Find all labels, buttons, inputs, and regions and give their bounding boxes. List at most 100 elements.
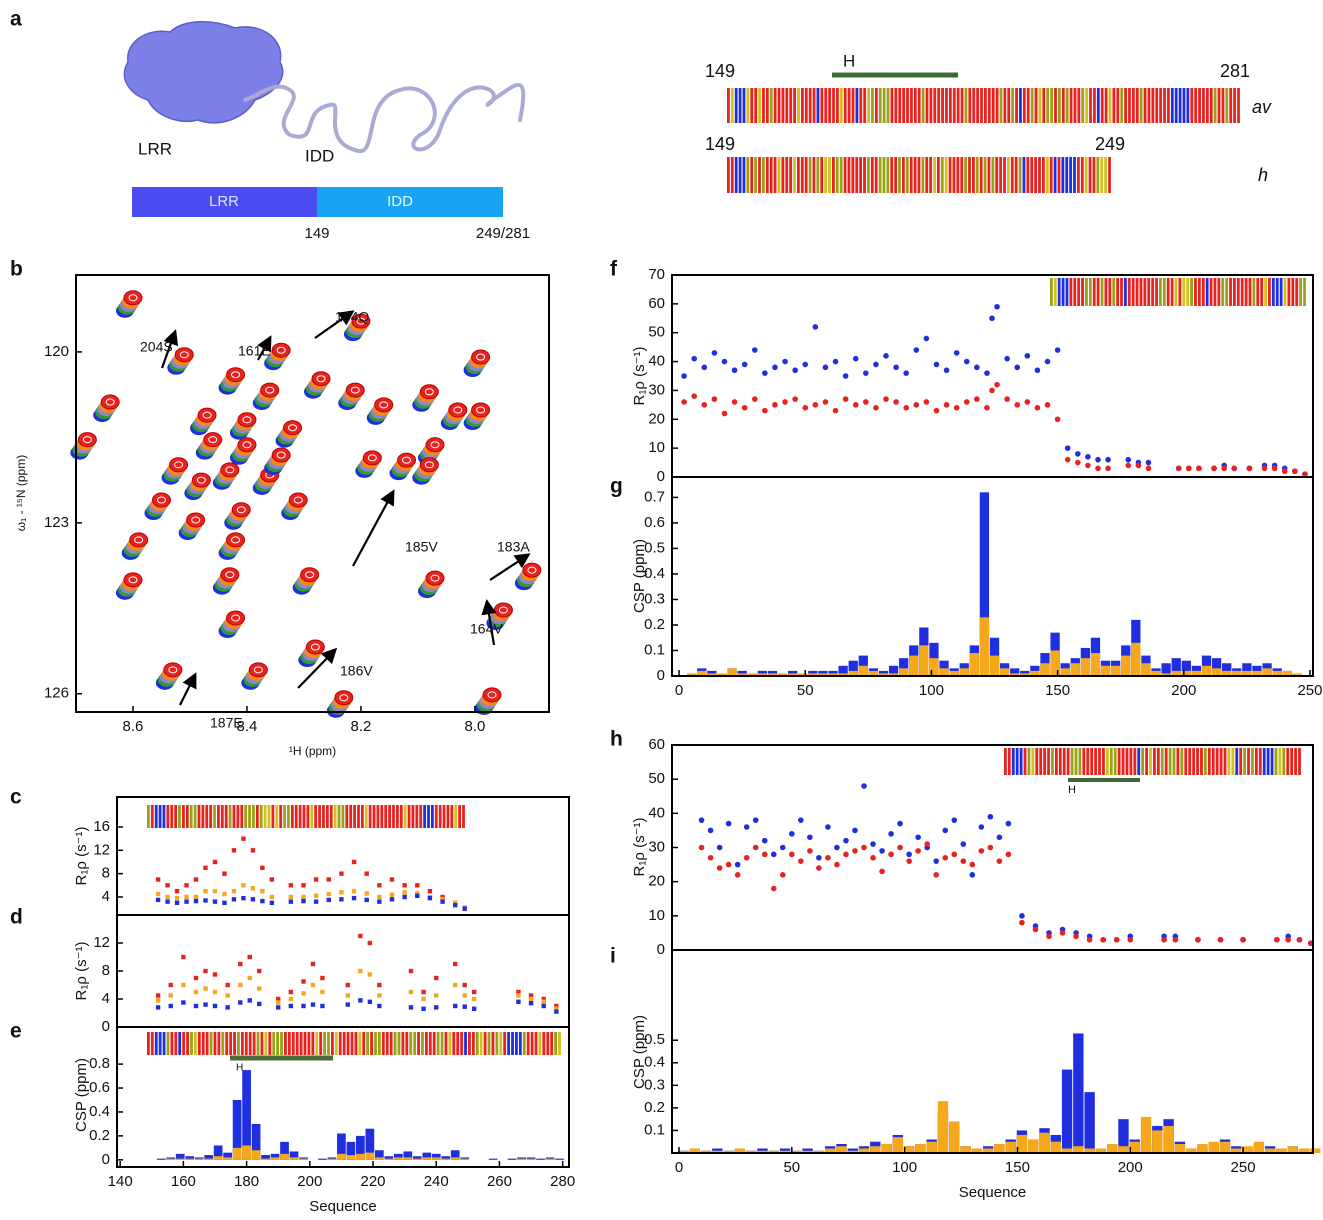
peak	[334, 690, 354, 706]
residue-stripe	[487, 1032, 491, 1055]
y-tick-label: 0.2	[644, 1099, 665, 1116]
residue-stripe	[1045, 157, 1049, 193]
point	[238, 961, 243, 967]
residue-stripe	[236, 805, 240, 828]
point	[963, 399, 970, 405]
residue-stripe	[859, 157, 863, 193]
annotation: 185V	[405, 539, 438, 555]
point	[1032, 926, 1039, 933]
residue-stripe	[1200, 748, 1203, 775]
bar	[374, 1157, 384, 1160]
bar	[969, 653, 979, 676]
y-tick-label: 40	[648, 804, 665, 821]
residue-stripe	[1172, 748, 1176, 775]
residue-stripe	[178, 1032, 182, 1055]
residue-stripe	[758, 88, 761, 123]
bar	[727, 668, 737, 676]
point	[301, 979, 306, 984]
residue-stripe	[1057, 157, 1061, 193]
residue-stripe	[1252, 278, 1256, 306]
residue-stripe	[952, 88, 956, 123]
residue-stripe	[952, 157, 956, 193]
residue-stripe	[1010, 157, 1014, 193]
residue-stripe	[401, 1032, 405, 1055]
y-tick-label: 0.4	[89, 1103, 110, 1120]
residue-stripe	[867, 157, 870, 193]
point	[834, 844, 840, 851]
bar	[204, 1155, 214, 1160]
point	[1145, 465, 1152, 472]
bar	[261, 1155, 270, 1160]
residue-stripe	[170, 1032, 174, 1055]
residue-stripe	[734, 88, 738, 123]
y-axis-label: R₁ρ (s⁻¹)	[73, 941, 90, 1000]
residue-stripe	[1034, 88, 1038, 123]
bar	[1080, 658, 1091, 676]
bar	[1060, 668, 1070, 676]
residue-stripe	[734, 157, 738, 193]
panel-scatter	[698, 783, 1314, 946]
residue-stripe	[730, 88, 734, 123]
annotation-arrow	[179, 672, 197, 706]
peak-contour	[242, 441, 252, 449]
structure-label: IDD	[305, 146, 334, 165]
point	[339, 871, 344, 876]
residue-stripe	[832, 157, 835, 193]
point	[1004, 355, 1010, 362]
peak	[425, 437, 445, 453]
peak	[220, 462, 240, 478]
point	[1145, 459, 1152, 466]
point	[203, 898, 208, 903]
annotation-arrow	[160, 329, 179, 369]
point	[1292, 468, 1298, 475]
residue-stripe	[331, 1032, 334, 1055]
residue-stripe	[727, 88, 730, 123]
residue-stripe	[944, 157, 948, 193]
residue-stripe	[479, 1032, 483, 1055]
residue-stripe	[1244, 278, 1248, 306]
peak-contour	[402, 456, 412, 464]
domain-number: 249/281	[476, 225, 530, 242]
residue-stripe	[417, 1032, 420, 1055]
residue-stripe	[1062, 748, 1066, 775]
bar	[1287, 1146, 1298, 1153]
residue-stripe	[1129, 748, 1133, 775]
residue-stripe	[452, 1032, 456, 1055]
residue-stripe	[240, 805, 244, 828]
point	[906, 858, 912, 864]
bar	[1129, 1141, 1140, 1153]
residue-stripe	[762, 88, 765, 123]
domain-idd	[317, 187, 503, 217]
residue-stripe	[921, 88, 925, 123]
residue-stripe	[244, 805, 248, 828]
residue-stripe	[1026, 88, 1030, 123]
point	[734, 861, 741, 868]
sequence-name: av	[1252, 97, 1272, 117]
bar	[747, 673, 757, 676]
point	[1172, 936, 1179, 943]
residue-stripe	[534, 1032, 538, 1055]
point	[377, 894, 382, 900]
point	[843, 837, 849, 844]
point	[1019, 919, 1025, 926]
point	[933, 361, 940, 368]
residue-stripe	[851, 157, 855, 193]
bar	[999, 668, 1010, 676]
point	[421, 1006, 426, 1011]
residue-stripe	[1258, 748, 1262, 775]
residue-stripe	[1176, 748, 1180, 775]
bar	[1174, 1143, 1186, 1153]
residue-stripe	[182, 805, 185, 828]
residue-stripe	[327, 1032, 330, 1055]
point	[301, 898, 306, 904]
residue-stripe	[1038, 157, 1041, 193]
point	[225, 993, 230, 998]
residue-stripe	[1030, 88, 1034, 123]
residue-stripe	[272, 1032, 276, 1055]
y-tick-label: 60	[648, 295, 665, 312]
bar	[1016, 1134, 1028, 1153]
residue-stripe	[948, 157, 952, 193]
residue-stripe	[550, 1032, 554, 1055]
y-tick-label: 0	[102, 1018, 110, 1035]
